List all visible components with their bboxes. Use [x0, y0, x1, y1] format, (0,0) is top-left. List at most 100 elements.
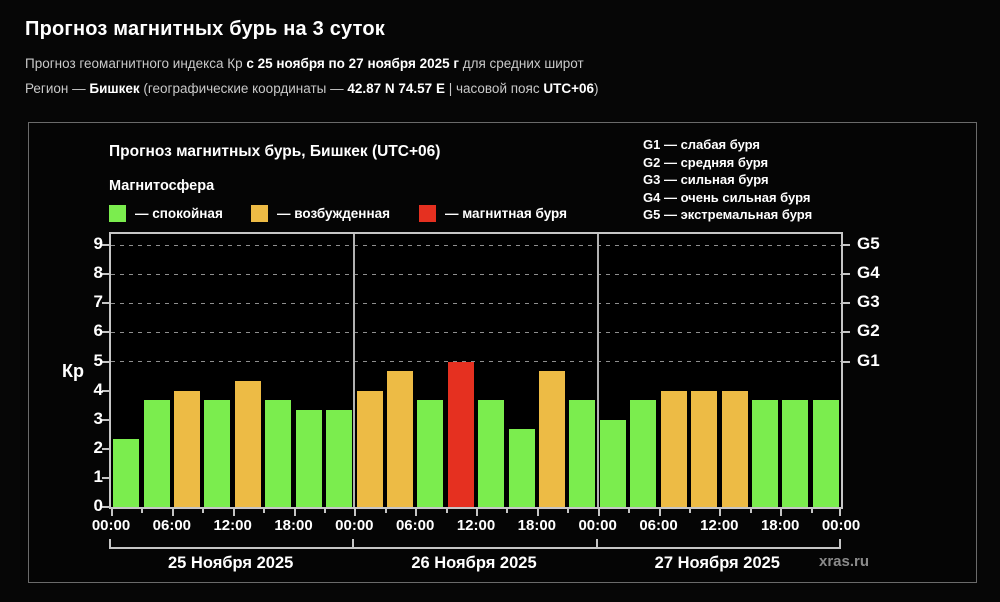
y-tick-4	[102, 389, 110, 392]
right-axis-label-G2: G2	[857, 321, 880, 341]
y-tick-9	[102, 244, 110, 247]
y-tick-7	[102, 302, 110, 305]
x-tick	[749, 507, 752, 513]
header: Прогноз магнитных бурь на 3 суток Прогно…	[25, 18, 599, 106]
x-tick-label: 18:00	[274, 517, 313, 534]
y-tick-label-5: 5	[93, 350, 103, 370]
x-tick	[354, 507, 357, 516]
chart-panel: Прогноз магнитных бурь, Бишкек (UTC+06) …	[28, 122, 977, 583]
g-legend-line-5: G5 — экстремальная буря	[643, 207, 813, 222]
kp-bar	[539, 371, 566, 507]
kp-bar	[204, 400, 231, 507]
x-tick-label: 06:00	[395, 517, 435, 534]
g-legend-line-3: G3 — сильная буря	[643, 172, 769, 187]
day-axis: 25 Ноября 2025 26 Ноября 2025 27 Ноября 20…	[109, 539, 841, 587]
legend-item-quiet: — спокойная	[109, 205, 223, 222]
x-tick	[111, 507, 113, 516]
page-title: Прогноз магнитных бурь на 3 суток	[25, 18, 385, 40]
region-line: Регион — Бишкек (географические координа…	[25, 81, 599, 96]
gridline-kp6	[111, 331, 841, 333]
kp-bar	[599, 419, 626, 507]
kp-bar	[630, 400, 657, 507]
kp-bar	[447, 361, 474, 507]
region-close: )	[594, 81, 599, 96]
day-axis-tick-0	[109, 539, 111, 547]
y-tick-6	[102, 331, 110, 334]
kp-bar	[660, 390, 687, 507]
day-label-3: 27 Ноября 2025	[654, 554, 780, 572]
kp-bar	[417, 400, 444, 507]
x-tick-label: 00:00	[335, 517, 374, 534]
watermark: xras.ru	[819, 553, 870, 570]
gridline-kp7	[111, 302, 841, 304]
y-tick-label-0: 0	[93, 496, 103, 515]
legend-label-quiet: — спокойная	[135, 206, 223, 221]
day-divider-1	[353, 234, 356, 507]
right-tick-G5	[841, 244, 850, 247]
kp-bar	[508, 429, 535, 507]
gridline-kp8	[111, 273, 841, 275]
kp-bar	[113, 439, 140, 507]
g-scale-legend: G1 — слабая буря G2 — средняя буря G3 — си…	[643, 136, 812, 224]
x-tick	[719, 507, 722, 516]
right-tick-G4	[841, 273, 850, 276]
x-tick	[536, 507, 539, 516]
kp-bar	[356, 390, 383, 507]
x-tick	[810, 507, 813, 513]
region-coordinates: 42.87 N 74.57 E	[347, 81, 445, 96]
x-tick	[839, 507, 841, 516]
subtitle-suffix: для средних широт	[458, 56, 584, 71]
x-tick	[780, 507, 783, 516]
kp-bar	[295, 410, 322, 507]
kp-bar	[265, 400, 292, 507]
y-tick-label-9: 9	[93, 234, 103, 254]
right-tick-G2	[841, 331, 850, 334]
y-tick-label-8: 8	[93, 263, 103, 283]
day-axis-tick-2	[595, 539, 598, 547]
day-divider-2	[596, 234, 599, 507]
day-axis-tick-1	[352, 539, 355, 547]
x-tick	[415, 507, 418, 516]
legend-item-excited: — возбужденная	[251, 205, 390, 222]
y-tick-label-4: 4	[93, 379, 103, 399]
x-tick	[323, 507, 326, 513]
kp-bar	[721, 390, 748, 507]
x-tick-label: 12:00	[700, 517, 739, 534]
day-axis-tick-3	[839, 539, 841, 547]
right-axis-label-G5: G5	[857, 234, 880, 254]
x-tick	[202, 507, 205, 513]
g-legend-line-4: G4 — очень сильная буря	[643, 189, 811, 205]
y-tick-label-1: 1	[93, 466, 103, 486]
legend-item-storm: — магнитная буря	[419, 205, 567, 222]
kp-bar	[174, 390, 201, 507]
y-tick-3	[102, 418, 110, 421]
gridline-kp5	[111, 361, 841, 362]
kp-bar	[143, 400, 170, 507]
x-tick-label: 18:00	[517, 517, 557, 534]
y-tick-2	[102, 447, 110, 450]
right-tick-G3	[841, 302, 850, 305]
x-tick-label: 00:00	[91, 517, 131, 534]
x-tick	[597, 507, 600, 516]
day-label-2: 26 Ноября 2025	[411, 554, 537, 572]
kp-bar	[812, 400, 839, 507]
kp-bar	[569, 400, 596, 507]
kp-bar	[326, 410, 353, 507]
day-label-1: 25 Ноября 2025	[167, 554, 294, 572]
right-axis-label-G3: G3	[857, 292, 880, 312]
x-tick	[658, 507, 661, 516]
x-tick	[506, 507, 509, 513]
x-tick-label: 00:00	[821, 517, 861, 534]
legend-swatch-storm	[419, 205, 436, 222]
y-tick-label-6: 6	[93, 321, 103, 341]
y-axis-label: Кр	[62, 361, 84, 381]
x-tick-label: 12:00	[456, 517, 496, 534]
x-tick-label: 06:00	[152, 517, 192, 534]
x-tick-label: 00:00	[578, 517, 617, 534]
legend-label-excited: — возбужденная	[277, 206, 390, 221]
date-range: с 25 ноября по 27 ноября 2025 г	[246, 56, 459, 71]
region-city: Бишкек	[89, 81, 140, 96]
kp-bar	[782, 400, 809, 507]
g-legend-line-1: G1 — слабая буря	[643, 137, 761, 152]
x-tick-label: 06:00	[639, 517, 678, 534]
